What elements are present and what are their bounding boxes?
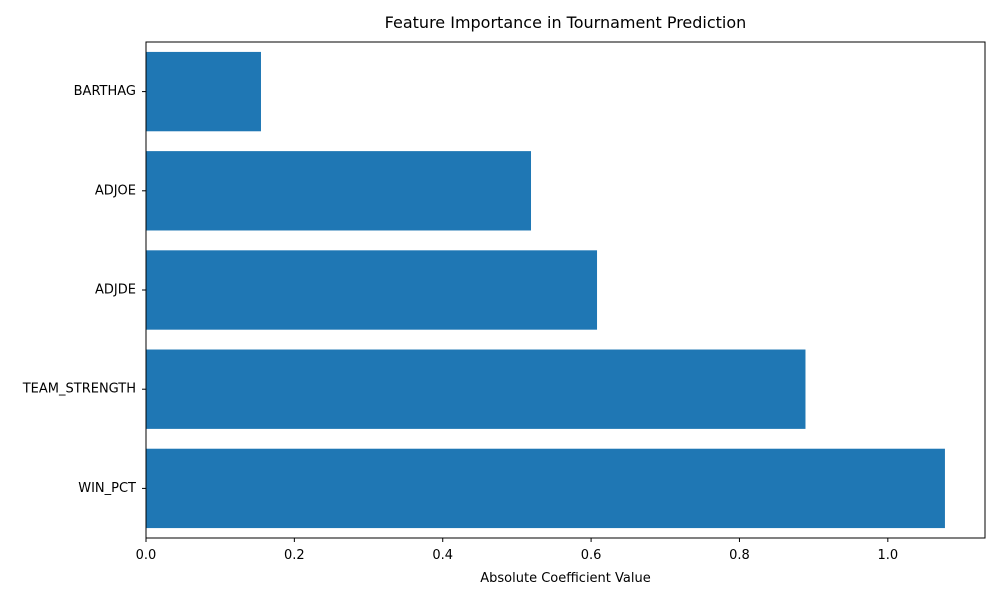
- x-tick-label: 0.0: [136, 548, 157, 563]
- bar-barthag: [146, 51, 261, 132]
- x-tick-label: 1.0: [877, 548, 898, 563]
- bars-layer: [146, 51, 945, 529]
- y-tick-label: WIN_PCT: [78, 481, 136, 496]
- x-tick-label: 0.8: [729, 548, 750, 563]
- bar-adjoe: [146, 151, 532, 231]
- y-tick-label: ADJDE: [95, 283, 136, 298]
- x-tick-label: 0.4: [432, 548, 453, 563]
- bar-team-strength: [146, 349, 806, 429]
- y-tick-label: ADJOE: [95, 183, 136, 198]
- x-axis-label: Absolute Coefficient Value: [480, 571, 650, 586]
- y-tick-label: TEAM_STRENGTH: [22, 382, 136, 397]
- x-tick-label: 0.6: [581, 548, 602, 563]
- bar-win-pct: [146, 448, 945, 529]
- chart-title: Feature Importance in Tournament Predict…: [385, 13, 747, 32]
- y-tick-label: BARTHAG: [74, 84, 136, 99]
- plot-frame: [145, 41, 986, 539]
- axes-layer: BARTHAG ADJOE ADJDE TEAM_STRENGTH WIN_PCT 0.0…: [22, 41, 986, 563]
- bar-adjde: [146, 250, 598, 330]
- x-tick-label: 0.2: [284, 548, 305, 563]
